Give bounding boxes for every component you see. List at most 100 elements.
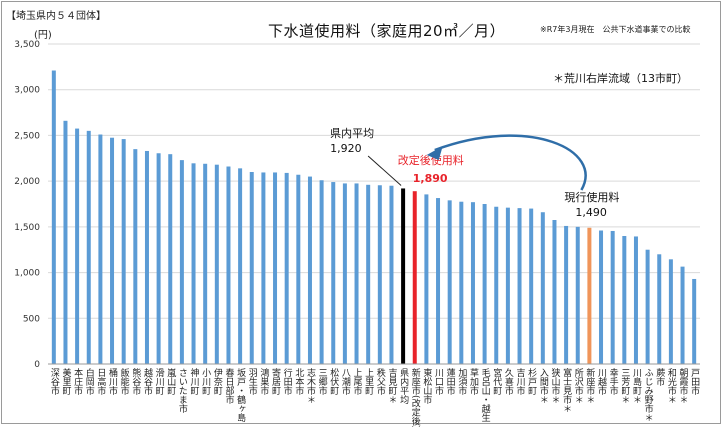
x-tick-label: さいたま市	[177, 368, 188, 414]
x-tick-label: 久喜市	[503, 367, 513, 396]
bar	[156, 153, 161, 364]
x-tick-label: 日高市	[95, 368, 106, 396]
x-tick-label: 三芳町＊	[619, 368, 630, 404]
x-tick-label: 行田市	[282, 367, 293, 396]
x-tick-label: 桶川市	[107, 367, 118, 396]
x-tick-label: 飯能市	[119, 367, 130, 396]
x-tick-label: 小川町	[200, 368, 211, 395]
x-tick-label: 白岡市	[84, 367, 95, 396]
x-tick-label: 草加市	[468, 367, 479, 396]
bar	[121, 139, 126, 364]
x-tick-label: 羽生市	[247, 368, 258, 396]
bar	[168, 154, 173, 364]
x-tick-label: 朝霞市＊	[678, 368, 689, 404]
y-axis-unit: (円)	[34, 30, 52, 41]
bar	[459, 201, 464, 364]
x-tick-label: 狭山市＊	[549, 367, 560, 404]
bar	[494, 206, 499, 364]
bar	[273, 172, 278, 364]
x-tick-label: 川越市	[596, 368, 607, 396]
bar	[412, 191, 417, 364]
x-tick-label: 吉川市	[515, 368, 526, 396]
bar	[389, 185, 394, 364]
bar	[622, 236, 627, 364]
bar	[203, 163, 208, 364]
x-tick-label: 春日部市	[223, 367, 234, 405]
y-tick-label: 3,500	[14, 40, 40, 50]
bar	[657, 254, 662, 364]
bar	[564, 225, 569, 364]
bar	[668, 259, 673, 364]
bar	[354, 183, 359, 364]
bar	[599, 230, 604, 364]
x-tick-label: 伊奈町	[212, 367, 223, 395]
bar	[552, 220, 557, 364]
x-tick-label: 入間市＊	[538, 368, 549, 404]
bar	[51, 70, 56, 364]
y-tick-label: 2,000	[14, 177, 40, 187]
annotation-average-value: 1,920	[330, 142, 362, 155]
x-tick-label: 東松山市	[421, 367, 432, 405]
x-tick-label: 幸手市	[608, 368, 619, 396]
annotation-revised-value: 1,890	[413, 172, 448, 185]
x-tick-label: 美里町	[60, 367, 71, 395]
x-tick-label: 坂戸・鶴ヶ島	[235, 368, 246, 423]
bar	[296, 174, 301, 364]
x-tick-label: 和光市＊	[666, 368, 677, 404]
arrow-head	[426, 146, 443, 160]
bar	[692, 278, 697, 364]
annotation-revised-label: 改定後使用料	[398, 153, 464, 167]
x-tick-label: 所沢市＊	[573, 368, 584, 404]
bar	[436, 198, 441, 364]
bar	[249, 172, 254, 364]
x-tick-label: 富士見市＊	[561, 367, 572, 413]
x-tick-label: 宮代町	[491, 367, 502, 395]
x-tick-label: 上尾市	[352, 368, 363, 396]
x-tick-label: 県内平均	[398, 368, 409, 405]
bar	[261, 172, 266, 364]
x-tick-label: 越谷市	[142, 367, 153, 396]
bar	[307, 176, 312, 364]
bar	[214, 164, 219, 364]
bar	[587, 227, 592, 364]
bar	[226, 166, 231, 364]
bar	[470, 202, 475, 364]
x-tick-label: 松伏町	[328, 367, 339, 395]
x-tick-label: ふじみ野市＊	[643, 368, 654, 422]
bar	[401, 188, 406, 364]
x-tick-label: 秩父市	[375, 368, 386, 396]
x-tick-label: 熊谷市	[130, 367, 141, 396]
bar	[63, 120, 68, 364]
x-tick-label: 新座市＊	[584, 367, 595, 404]
bar	[645, 249, 650, 364]
x-tick-label: 神川町	[189, 367, 200, 395]
arrow-curve	[434, 134, 587, 191]
x-tick-label: 鴻巣市	[258, 367, 269, 396]
bar	[482, 204, 487, 364]
bar	[238, 168, 243, 364]
x-tick-label: 新座市(改定後)	[410, 367, 421, 427]
x-tick-label: 深谷市	[49, 368, 60, 396]
annotation-current-label: 現行使用料	[564, 190, 619, 204]
bar	[377, 185, 382, 364]
bar	[447, 200, 452, 364]
x-tick-label: 上里町	[363, 368, 374, 395]
bar	[517, 208, 522, 364]
x-tick-label: 滑川町	[154, 368, 165, 395]
group-tag: 【埼玉県内５４団体】	[6, 11, 106, 22]
bar	[191, 163, 196, 364]
bar	[424, 194, 429, 364]
x-tick-label: 吉見町＊	[386, 368, 397, 404]
x-tick-label: 北本市	[293, 368, 304, 396]
legend-note: ＊荒川右岸流域（13市町）	[553, 72, 688, 85]
bar	[610, 230, 615, 364]
y-tick-label: 500	[23, 314, 40, 324]
bar	[98, 134, 103, 364]
x-tick-label: 三郷市	[317, 368, 328, 396]
bar	[144, 150, 149, 364]
x-tick-label: 嵐山町	[165, 368, 176, 395]
annotation-current-value: 1,490	[575, 206, 607, 219]
bar	[86, 130, 91, 364]
